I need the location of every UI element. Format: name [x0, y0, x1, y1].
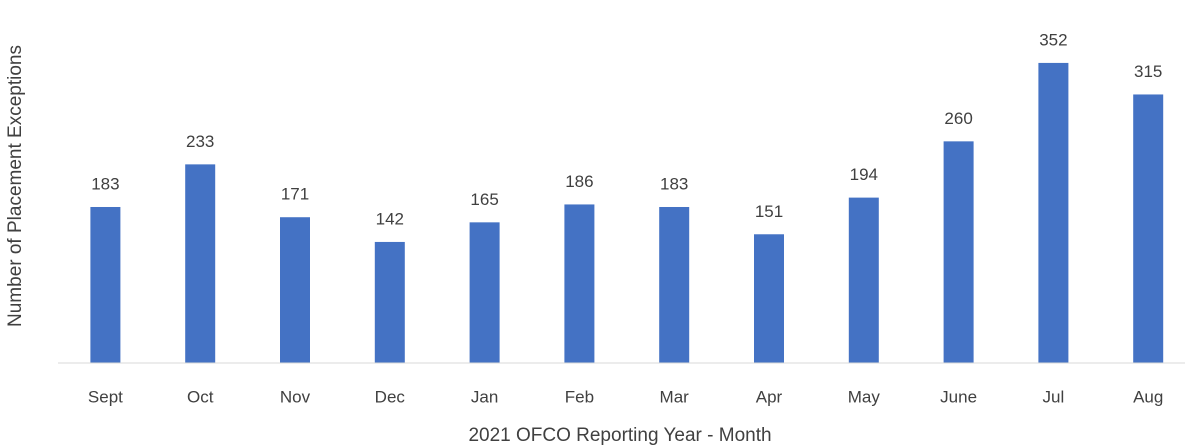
bar — [374, 241, 405, 363]
bar — [1133, 94, 1164, 364]
bar — [848, 197, 879, 363]
bar — [659, 206, 690, 363]
x-tick-label: Feb — [565, 387, 594, 406]
x-tick-label: Oct — [187, 387, 214, 406]
data-label: 233 — [186, 132, 214, 151]
data-label: 186 — [565, 172, 593, 191]
x-axis-title: 2021 OFCO Reporting Year - Month — [468, 425, 771, 446]
data-label: 183 — [91, 174, 119, 193]
x-tick-label: Jul — [1043, 387, 1065, 406]
data-label: 142 — [376, 209, 404, 228]
bar — [185, 164, 216, 363]
x-tick-label: June — [940, 387, 977, 406]
x-tick-label: May — [848, 387, 881, 406]
bar — [469, 222, 500, 363]
data-label: 194 — [850, 165, 878, 184]
x-tick-label: Dec — [375, 387, 406, 406]
bar — [280, 217, 310, 363]
data-label: 171 — [281, 185, 309, 204]
x-tick-label: Aug — [1133, 387, 1163, 406]
data-label: 151 — [755, 202, 783, 221]
y-axis-title: Number of Placement Exceptions — [5, 45, 26, 327]
bar — [754, 234, 784, 363]
x-tick-label: Mar — [660, 387, 690, 406]
bar — [943, 141, 974, 363]
data-label: 352 — [1039, 30, 1067, 49]
data-label: 165 — [470, 190, 498, 209]
bar — [1038, 62, 1069, 364]
x-tick-label: Sept — [88, 387, 123, 406]
x-tick-label: Jan — [471, 387, 498, 406]
data-label: 315 — [1134, 62, 1162, 81]
data-label: 183 — [660, 174, 688, 193]
x-tick-label: Nov — [280, 387, 311, 406]
bar — [564, 204, 595, 363]
x-tick-label: Apr — [756, 387, 783, 406]
data-label: 260 — [944, 109, 972, 128]
bar — [90, 206, 121, 363]
